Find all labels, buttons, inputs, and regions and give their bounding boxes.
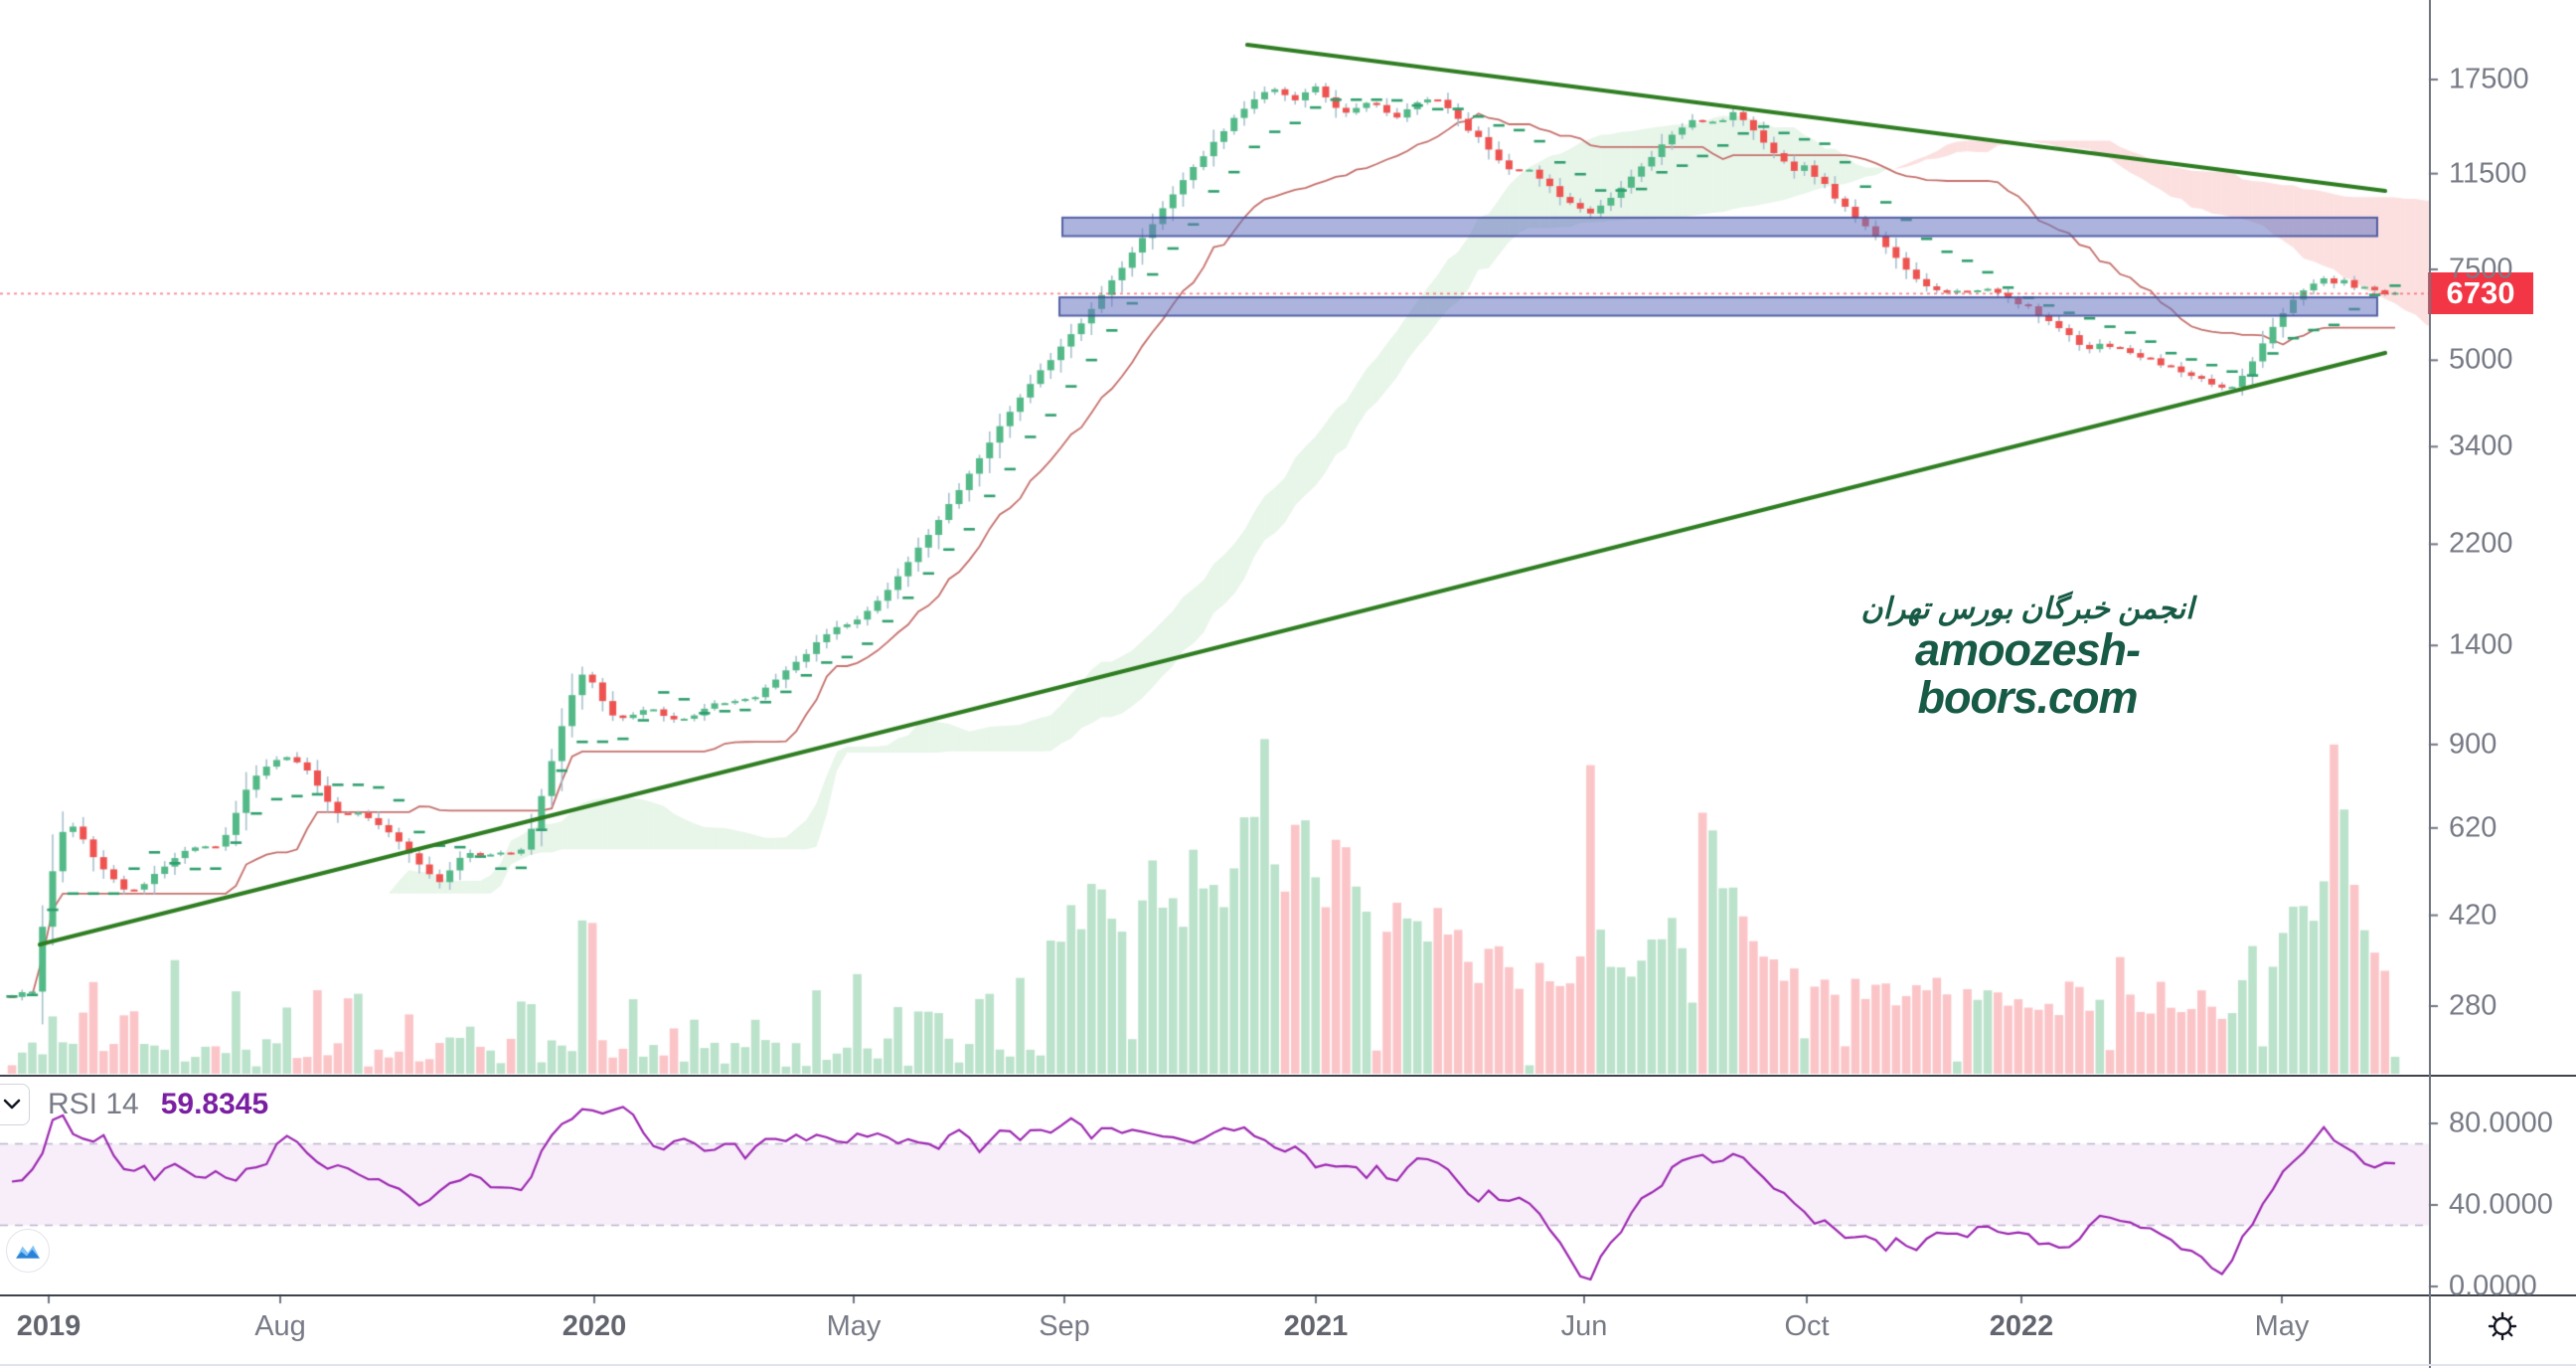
time-axis-border	[0, 1294, 2576, 1296]
rsi-axis-label: 80.0000	[2449, 1107, 2553, 1139]
time-axis-settings-button[interactable]	[2483, 1306, 2522, 1346]
price-axis-label: 280	[2449, 989, 2497, 1022]
price-axis-label: 5000	[2449, 343, 2513, 376]
rsi-value: 59.8345	[160, 1088, 269, 1120]
time-axis-label: 2021	[1283, 1310, 1349, 1342]
price-axis-label: 420	[2449, 899, 2497, 932]
price-axis-label: 3400	[2449, 429, 2513, 462]
rsi-axis-label: 0.0000	[2449, 1270, 2537, 1302]
gear-icon	[2488, 1311, 2517, 1341]
time-axis-label: Aug	[254, 1310, 306, 1342]
time-axis-label: Oct	[1784, 1310, 1830, 1342]
pane-divider[interactable]	[0, 1075, 2576, 1077]
chevron-down-icon	[3, 1099, 21, 1110]
price-axis-label: 11500	[2449, 157, 2527, 190]
time-axis-label: Jun	[1560, 1310, 1608, 1342]
rsi-collapse-button[interactable]	[0, 1084, 30, 1125]
time-axis-label: May	[2254, 1310, 2310, 1342]
price-axis-label: 620	[2449, 811, 2497, 844]
indicator-badge[interactable]	[6, 1229, 50, 1273]
price-axis-label: 2200	[2449, 527, 2513, 560]
price-axis-label: 7500	[2449, 253, 2513, 285]
window-bottom-edge	[0, 1364, 2576, 1366]
rsi-header: RSI 14 59.8345	[0, 1082, 268, 1127]
rsi-label: RSI 14	[48, 1088, 139, 1120]
time-axis-label: 2020	[562, 1310, 627, 1342]
price-axis-label: 17500	[2449, 63, 2529, 95]
price-axis-label: 900	[2449, 728, 2497, 761]
rsi-axis-label: 40.0000	[2449, 1188, 2553, 1221]
price-axis-label: 1400	[2449, 628, 2513, 661]
price-axis-border	[2429, 0, 2431, 1368]
time-axis-label: May	[826, 1310, 882, 1342]
time-axis-label: Sep	[1039, 1310, 1090, 1342]
time-axis-label: 2019	[16, 1310, 81, 1342]
area-chart-icon	[16, 1245, 40, 1259]
time-axis-label: 2022	[1989, 1310, 2054, 1342]
